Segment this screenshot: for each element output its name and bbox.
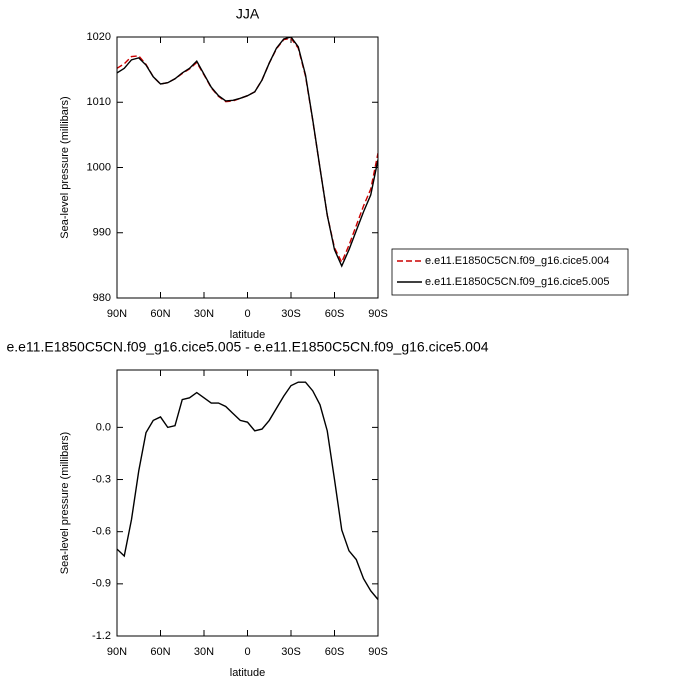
x-tick-label: 30N [194, 308, 214, 320]
y-tick-label: 1000 [87, 161, 111, 173]
x-axis-label: latitude [230, 329, 265, 341]
plot-frame [116, 36, 379, 299]
x-tick-label: 90S [368, 646, 388, 658]
x-tick-label: 90N [107, 646, 127, 658]
x-tick-label: 60N [150, 646, 170, 658]
x-tick-label: 60S [325, 646, 345, 658]
chart-title: e.e11.E1850C5CN.f09_g16.cice5.005 - e.e1… [6, 339, 488, 355]
data-line [117, 37, 378, 268]
y-tick-label: 990 [93, 227, 111, 239]
x-tick-label: 60N [150, 308, 170, 320]
x-tick-label: 90S [368, 308, 388, 320]
y-tick-label: -0.9 [92, 578, 111, 590]
legend-box [391, 248, 629, 296]
legend-label: e.e11.E1850C5CN.f09_g16.cice5.005 [425, 276, 610, 288]
y-tick-label: 0.0 [96, 421, 111, 433]
x-tick-label: 30S [281, 646, 301, 658]
x-axis-label: latitude [230, 667, 265, 679]
x-tick-label: 60S [325, 308, 345, 320]
y-tick-label: -0.3 [92, 473, 111, 485]
x-tick-label: 30S [281, 308, 301, 320]
plot-frame [116, 369, 379, 637]
x-tick-label: 30N [194, 646, 214, 658]
x-tick-label: 0 [244, 646, 250, 658]
y-axis-label: Sea-level pressure (millibars) [59, 432, 71, 574]
legend-label: e.e11.E1850C5CN.f09_g16.cice5.004 [425, 255, 610, 267]
y-tick-label: 1020 [87, 31, 111, 43]
chart-title: JJA [236, 6, 260, 22]
y-axis-label: Sea-level pressure (millibars) [59, 96, 71, 238]
x-tick-label: 0 [244, 308, 250, 320]
y-tick-label: -0.6 [92, 526, 111, 538]
y-tick-label: 980 [93, 292, 111, 304]
data-line [117, 37, 378, 264]
data-line [117, 381, 378, 600]
y-tick-label: -1.2 [92, 630, 111, 642]
x-tick-label: 90N [107, 308, 127, 320]
y-tick-label: 1010 [87, 96, 111, 108]
